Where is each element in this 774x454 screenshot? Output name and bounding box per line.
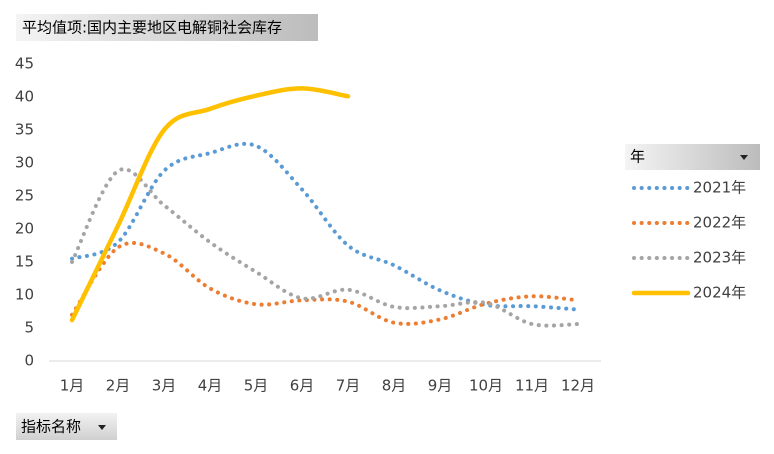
y-tick-label: 45: [15, 55, 34, 73]
x-tick-label: 6月: [290, 377, 315, 395]
y-tick-label: 25: [15, 187, 34, 205]
x-tick-label: 4月: [198, 377, 223, 395]
x-tick-label: 9月: [428, 377, 453, 395]
dropdown-arrow: [740, 155, 748, 160]
series-line: [69, 86, 351, 323]
x-tick-label: 1月: [60, 377, 85, 395]
x-tick-label: 12月: [561, 377, 595, 395]
field-button-label: 指标名称: [21, 418, 81, 436]
y-tick-label: 35: [15, 121, 34, 139]
legend-label: 2023年: [693, 249, 746, 267]
y-tick-label: 10: [15, 286, 34, 304]
legend-button[interactable]: [625, 144, 760, 170]
x-tick-label: 10月: [469, 377, 503, 395]
chart-title: 平均值项:国内主要地区电解铜社会库存: [22, 19, 282, 37]
series-line: [70, 141, 580, 312]
series-line: [70, 167, 580, 328]
legend-label: 2022年: [693, 214, 746, 232]
x-tick-label: 11月: [515, 377, 549, 395]
series-line: [70, 241, 580, 326]
x-tick-label: 2月: [106, 377, 131, 395]
x-tick-label: 3月: [152, 377, 177, 395]
dropdown-arrow: [98, 425, 106, 430]
title-button[interactable]: [16, 14, 318, 41]
x-tick-label: 5月: [244, 377, 269, 395]
x-tick-label: 8月: [382, 377, 407, 395]
legend-label: 2024年: [693, 284, 746, 302]
legend-label: 2021年: [693, 179, 746, 197]
legend-title: 年: [630, 148, 645, 166]
x-tick-label: 7月: [336, 377, 361, 395]
y-tick-label: 40: [15, 88, 34, 106]
y-tick-label: 30: [15, 154, 34, 172]
y-tick-label: 20: [15, 220, 34, 238]
y-tick-label: 15: [15, 253, 34, 271]
y-tick-label: 0: [24, 352, 34, 370]
y-tick-label: 5: [24, 319, 34, 337]
